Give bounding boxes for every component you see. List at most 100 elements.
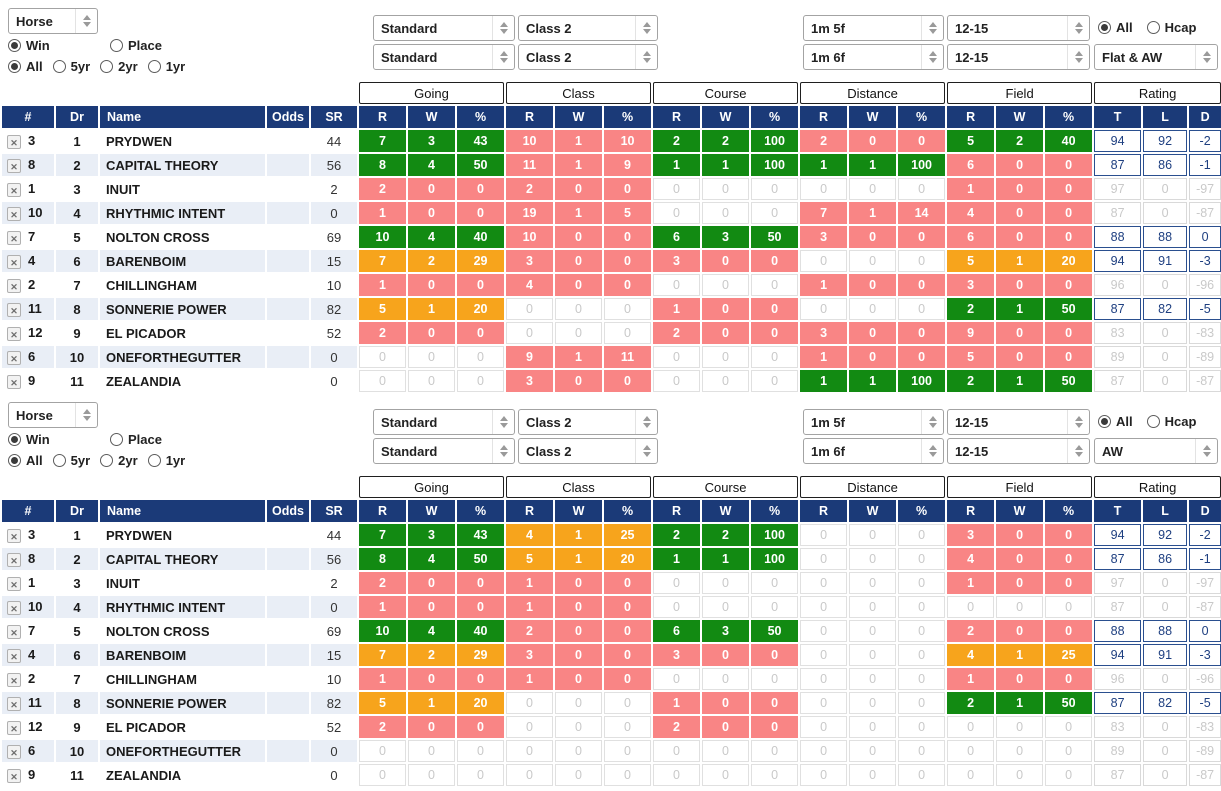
- distance-select-2[interactable]: 1m 6f: [803, 44, 944, 70]
- table-row: ✕ 9 11 ZEALANDIA 0 0 0 0 3 0 0 0 0 0 1 1 100 2 1 50 87 0 -87: [2, 370, 1221, 392]
- stat-cell-distance-w: 0: [849, 322, 897, 344]
- remove-row-button[interactable]: ✕: [7, 768, 21, 783]
- radio-option-win[interactable]: Win: [8, 38, 96, 53]
- remove-row-button[interactable]: ✕: [7, 374, 21, 389]
- rating-cell-t: 89: [1094, 740, 1142, 762]
- radio-label-hcap: Hcap: [1164, 414, 1197, 429]
- remove-row-button[interactable]: ✕: [7, 648, 21, 663]
- distance-select-1[interactable]: 1m 5f: [803, 15, 944, 41]
- radio-hcap-icon[interactable]: [1146, 415, 1160, 428]
- group-header-course: Course: [653, 82, 799, 104]
- radio-all-icon[interactable]: [8, 60, 21, 73]
- field-size-select-1[interactable]: 12-15: [947, 15, 1090, 41]
- class-select-1[interactable]: Class 2: [518, 15, 658, 41]
- radio-win-icon[interactable]: [8, 433, 21, 446]
- draw-cell: 11: [56, 764, 98, 786]
- rating-cell-l: 82: [1143, 692, 1188, 714]
- field-size-select-1[interactable]: 12-15: [947, 409, 1090, 435]
- going-select-2[interactable]: Standard: [373, 438, 515, 464]
- table-row: ✕ 6 10 ONEFORTHEGUTTER 0 0 0 0 9 1 11 0 0 0 1 0 0 5 0 0 89 0-…: [2, 346, 1221, 368]
- radio-option-1yr[interactable]: 1yr: [147, 453, 185, 468]
- radio-all-icon[interactable]: [1098, 21, 1111, 34]
- radio-2yr-icon[interactable]: [100, 60, 114, 73]
- remove-row-button[interactable]: ✕: [7, 528, 21, 543]
- going-select-1[interactable]: Standard: [373, 15, 515, 41]
- remove-row-button[interactable]: ✕: [7, 158, 21, 173]
- radio-1yr-icon[interactable]: [147, 60, 161, 73]
- radio-option-2yr[interactable]: 2yr: [100, 59, 138, 74]
- radio-option-place[interactable]: Place: [110, 38, 198, 53]
- radio-option-win[interactable]: Win: [8, 432, 96, 447]
- radio-all-icon[interactable]: [1098, 415, 1111, 428]
- entity-select[interactable]: Horse: [8, 8, 98, 34]
- stat-cell-going-w: 0: [408, 668, 455, 690]
- radio-option-all[interactable]: All: [8, 59, 43, 74]
- runner-number: 3: [28, 527, 36, 543]
- remove-row-button[interactable]: ✕: [7, 744, 21, 759]
- remove-row-button[interactable]: ✕: [7, 576, 21, 591]
- field-size-select-2[interactable]: 12-15: [947, 44, 1090, 70]
- radio-place-icon[interactable]: [110, 39, 123, 52]
- radio-option-place[interactable]: Place: [110, 432, 198, 447]
- remove-row-button[interactable]: ✕: [7, 206, 21, 221]
- stat-cell-going-pct: 0: [457, 178, 505, 200]
- remove-row-button[interactable]: ✕: [7, 672, 21, 687]
- remove-row-button[interactable]: ✕: [7, 278, 21, 293]
- sr-cell: 44: [311, 524, 357, 546]
- radio-option-5yr[interactable]: 5yr: [52, 453, 90, 468]
- remove-row-button[interactable]: ✕: [7, 552, 21, 567]
- remove-row-button[interactable]: ✕: [7, 720, 21, 735]
- stat-cell-going-pct: 29: [457, 250, 505, 272]
- radio-all-icon[interactable]: [8, 454, 21, 467]
- stat-cell-field-r: 0: [947, 740, 995, 762]
- stat-cell-field-pct: 0: [1045, 764, 1093, 786]
- radio-place-icon[interactable]: [110, 433, 123, 446]
- class-select-1[interactable]: Class 2: [518, 409, 658, 435]
- radio-option-all[interactable]: All: [1098, 414, 1133, 429]
- remove-row-button[interactable]: ✕: [7, 134, 21, 149]
- radio-win-icon[interactable]: [8, 39, 21, 52]
- radio-option-2yr[interactable]: 2yr: [100, 453, 138, 468]
- field-size-select-2[interactable]: 12-15: [947, 438, 1090, 464]
- distance-select-1[interactable]: 1m 5f: [803, 409, 944, 435]
- stat-cell-field-r: 4: [947, 202, 995, 224]
- radio-option-all[interactable]: All: [8, 453, 43, 468]
- class-select-2[interactable]: Class 2: [518, 438, 658, 464]
- stat-cell-distance-r: 0: [800, 298, 848, 320]
- remove-row-button[interactable]: ✕: [7, 182, 21, 197]
- runner-number-cell: ✕ 4: [2, 250, 54, 272]
- radio-2yr-icon[interactable]: [100, 454, 114, 467]
- remove-row-button[interactable]: ✕: [7, 302, 21, 317]
- stat-cell-distance-w: 0: [849, 250, 897, 272]
- remove-row-button[interactable]: ✕: [7, 326, 21, 341]
- class-select-2[interactable]: Class 2: [518, 44, 658, 70]
- remove-row-button[interactable]: ✕: [7, 350, 21, 365]
- x-icon: ✕: [10, 137, 18, 148]
- remove-row-button[interactable]: ✕: [7, 624, 21, 639]
- radio-1yr-icon[interactable]: [147, 454, 161, 467]
- code-select[interactable]: AW: [1094, 438, 1218, 464]
- code-select[interactable]: Flat & AW: [1094, 44, 1218, 70]
- radio-option-all[interactable]: All: [1098, 20, 1133, 35]
- distance-select-2[interactable]: 1m 6f: [803, 438, 944, 464]
- remove-row-button[interactable]: ✕: [7, 600, 21, 615]
- remove-row-button[interactable]: ✕: [7, 254, 21, 269]
- entity-select[interactable]: Horse: [8, 402, 98, 428]
- radio-option-1yr[interactable]: 1yr: [147, 59, 185, 74]
- sr-cell: 52: [311, 322, 357, 344]
- going-select-2[interactable]: Standard: [373, 44, 515, 70]
- table-row: ✕ 9 11 ZEALANDIA 0 0 0 0 0 0 0 0 0 0 0 0 0 0 0 0 87 0 -87: [2, 764, 1221, 786]
- remove-row-button[interactable]: ✕: [7, 696, 21, 711]
- table-row: ✕ 7 5 NOLTON CROSS 69 10 4 40 10 0 0 6 3 50 3 0 0 6 0 0 88 88…: [2, 226, 1221, 248]
- radio-5yr-icon[interactable]: [52, 60, 66, 73]
- remove-row-button[interactable]: ✕: [7, 230, 21, 245]
- stat-cell-course-pct: 0: [751, 764, 799, 786]
- radio-5yr-icon[interactable]: [52, 454, 66, 467]
- going-select-1[interactable]: Standard: [373, 409, 515, 435]
- radio-option-hcap[interactable]: Hcap: [1146, 20, 1196, 35]
- radio-option-5yr[interactable]: 5yr: [52, 59, 90, 74]
- odds-cell: [267, 322, 309, 344]
- radio-hcap-icon[interactable]: [1146, 21, 1160, 34]
- rating-cell-l: 82: [1143, 298, 1188, 320]
- radio-option-hcap[interactable]: Hcap: [1146, 414, 1197, 429]
